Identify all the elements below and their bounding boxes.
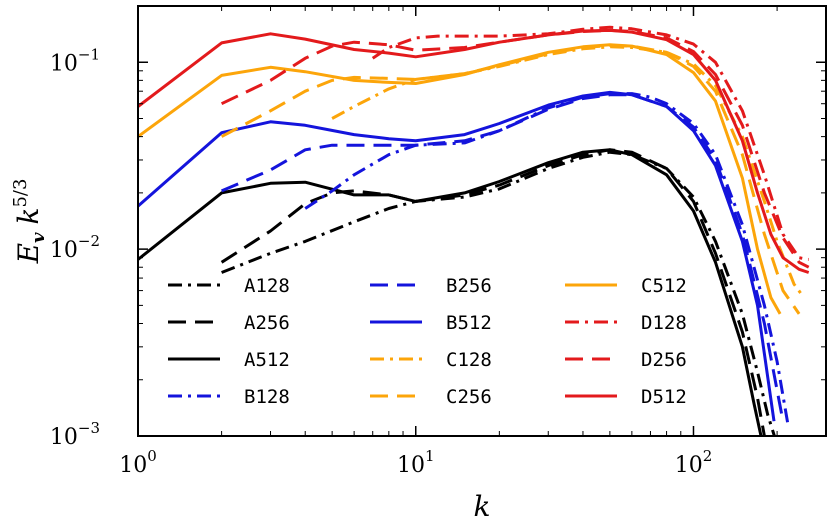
y-axis-label-group: Evk5/3: [10, 179, 49, 265]
series-line-d512: [138, 28, 810, 274]
legend-label-c128: C128: [446, 349, 492, 371]
x-tick-label: 102: [675, 447, 713, 478]
x-tick-label: 101: [397, 447, 435, 478]
x-tick-label: 100: [119, 447, 157, 478]
series-line-d128: [371, 25, 809, 261]
series-line-b512: [138, 90, 776, 422]
x-axis-label: k: [474, 490, 491, 522]
legend-label-b256: B256: [446, 275, 492, 297]
legend-label-c256: C256: [446, 386, 492, 408]
series-line-d256: [220, 28, 810, 269]
series-line-c512: [138, 43, 782, 315]
y-tick-label: 10−1: [50, 45, 100, 76]
legend-label-a512: A512: [244, 349, 290, 371]
legend-label-a128: A128: [244, 275, 290, 297]
series-line-a256: [220, 148, 766, 436]
legend-label-d256: D256: [641, 349, 687, 371]
legend-label-a256: A256: [244, 312, 290, 334]
legend-label-d128: D128: [641, 312, 687, 334]
ticks-layer: 100 101 102 10−3 10−2 10−1: [50, 6, 826, 478]
plot-frame: [137, 5, 827, 437]
legend-label-b128: B128: [244, 386, 290, 408]
series-line-a128: [221, 150, 776, 436]
y-tick-label: 10−3: [50, 419, 100, 450]
y-tick-label: 10−2: [50, 232, 100, 263]
legend-label-d512: D512: [641, 386, 687, 408]
y-axis-label: Evk5/3: [10, 179, 49, 265]
series-line-b256: [221, 93, 785, 422]
series-layer: [138, 25, 810, 436]
legend-label-c512: C512: [641, 275, 687, 297]
legend-label-b512: B512: [446, 312, 492, 334]
series-line-a512: [138, 148, 763, 436]
legend: A128 A256 A512 B128 B256 B512 C128 C256 C512 D128…: [168, 275, 687, 408]
